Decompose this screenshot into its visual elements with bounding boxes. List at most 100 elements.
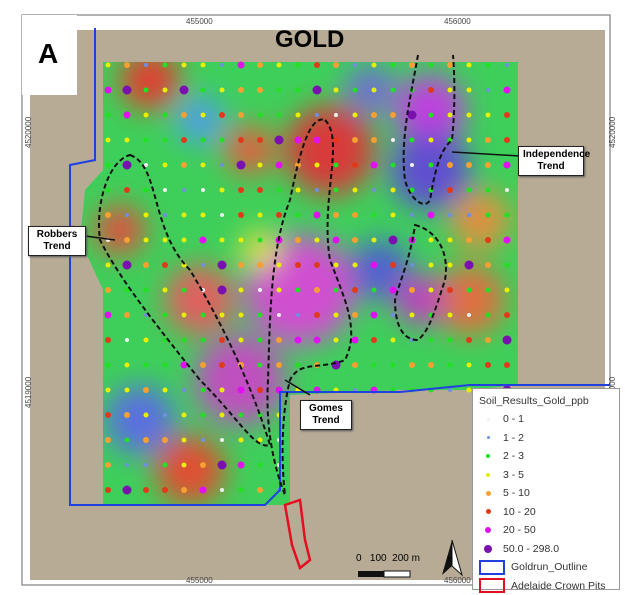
soil-sample-point bbox=[448, 88, 453, 93]
legend-dot-icon bbox=[486, 454, 490, 458]
soil-sample-point bbox=[238, 187, 244, 193]
soil-sample-point bbox=[391, 138, 395, 142]
soil-sample-point bbox=[372, 238, 377, 243]
soil-sample-point bbox=[163, 113, 168, 118]
soil-sample-point bbox=[144, 288, 149, 293]
soil-sample-point bbox=[106, 263, 111, 268]
soil-sample-point bbox=[201, 163, 206, 168]
soil-sample-point bbox=[258, 363, 263, 368]
soil-sample-point bbox=[391, 63, 396, 68]
soil-sample-point bbox=[277, 288, 282, 293]
soil-sample-point bbox=[237, 161, 246, 170]
soil-sample-point bbox=[352, 137, 358, 143]
soil-sample-point bbox=[220, 388, 225, 393]
scale-bar bbox=[358, 571, 410, 577]
soil-sample-point bbox=[163, 313, 168, 318]
soil-sample-point bbox=[123, 86, 132, 95]
soil-sample-point bbox=[201, 88, 206, 93]
soil-sample-point bbox=[371, 112, 377, 118]
soil-sample-point bbox=[123, 161, 132, 170]
soil-sample-point bbox=[200, 487, 207, 494]
soil-sample-point bbox=[106, 363, 111, 368]
legend-label: 50.0 - 298.0 bbox=[503, 543, 559, 555]
soil-sample-point bbox=[372, 188, 376, 192]
soil-sample-point bbox=[296, 288, 301, 293]
soil-sample-point bbox=[257, 137, 263, 143]
soil-sample-point bbox=[352, 362, 358, 368]
soil-sample-point bbox=[448, 113, 453, 118]
soil-sample-point bbox=[201, 338, 206, 343]
heatmap-blob bbox=[285, 105, 375, 195]
heatmap-blob bbox=[225, 125, 275, 175]
legend-dot-icon bbox=[486, 509, 491, 514]
soil-sample-point bbox=[182, 463, 187, 468]
legend-item: 2 - 3 bbox=[473, 447, 619, 466]
heatmap-blob bbox=[165, 265, 235, 335]
soil-sample-point bbox=[257, 487, 263, 493]
legend-dot-icon bbox=[484, 545, 492, 553]
soil-sample-point bbox=[124, 412, 130, 418]
soil-sample-point bbox=[182, 213, 187, 218]
soil-sample-point bbox=[353, 263, 358, 268]
soil-sample-point bbox=[257, 87, 263, 93]
soil-sample-point bbox=[429, 63, 434, 68]
soil-sample-point bbox=[447, 187, 453, 193]
x-tick: 455000 bbox=[186, 17, 213, 26]
soil-sample-point bbox=[163, 388, 168, 393]
legend-label: 20 - 50 bbox=[503, 524, 536, 536]
soil-sample-point bbox=[505, 263, 510, 268]
soil-sample-point bbox=[258, 463, 263, 468]
soil-sample-point bbox=[314, 312, 320, 318]
soil-sample-point bbox=[504, 312, 510, 318]
y-tick: 4519000 bbox=[24, 377, 33, 408]
soil-sample-point bbox=[201, 138, 206, 143]
soil-sample-point bbox=[144, 113, 149, 118]
soil-sample-point bbox=[505, 288, 510, 293]
soil-sample-point bbox=[486, 188, 491, 193]
soil-sample-point bbox=[314, 337, 321, 344]
soil-sample-point bbox=[144, 188, 149, 193]
legend-title: Soil_Results_Gold_ppb bbox=[479, 395, 619, 407]
soil-sample-point bbox=[125, 438, 130, 443]
soil-sample-point bbox=[105, 337, 111, 343]
soil-sample-point bbox=[410, 313, 415, 318]
soil-sample-point bbox=[314, 287, 320, 293]
legend-label: 1 - 2 bbox=[503, 432, 524, 444]
soil-sample-point bbox=[486, 313, 491, 318]
soil-sample-point bbox=[333, 212, 339, 218]
soil-sample-point bbox=[163, 188, 167, 192]
soil-sample-point bbox=[257, 387, 263, 393]
soil-sample-point bbox=[408, 111, 417, 120]
soil-sample-point bbox=[409, 62, 415, 68]
soil-sample-point bbox=[201, 63, 206, 68]
soil-sample-point bbox=[372, 213, 377, 218]
soil-sample-point bbox=[144, 463, 148, 467]
legend-label: 3 - 5 bbox=[503, 469, 524, 481]
soil-sample-point bbox=[467, 363, 472, 368]
soil-sample-point bbox=[295, 337, 302, 344]
soil-sample-point bbox=[258, 213, 263, 218]
soil-sample-point bbox=[371, 337, 377, 343]
soil-sample-point bbox=[181, 362, 188, 369]
soil-sample-point bbox=[391, 363, 396, 368]
soil-sample-point bbox=[239, 313, 244, 318]
soil-sample-point bbox=[239, 338, 244, 343]
soil-sample-point bbox=[277, 63, 282, 68]
soil-sample-point bbox=[485, 262, 491, 268]
soil-sample-point bbox=[277, 113, 282, 118]
soil-sample-point bbox=[258, 238, 263, 243]
soil-sample-point bbox=[296, 63, 301, 68]
soil-sample-point bbox=[410, 263, 414, 267]
legend-item: 50.0 - 298.0 bbox=[473, 540, 619, 559]
soil-sample-point bbox=[105, 437, 111, 443]
soil-sample-point bbox=[201, 413, 206, 418]
legend-label: 10 - 20 bbox=[503, 506, 536, 518]
soil-sample-point bbox=[105, 312, 112, 319]
heatmap-blob bbox=[105, 385, 175, 455]
soil-sample-point bbox=[106, 113, 111, 118]
soil-sample-point bbox=[163, 213, 167, 217]
soil-sample-point bbox=[334, 263, 339, 268]
legend-item: 5 - 10 bbox=[473, 484, 619, 503]
soil-sample-point bbox=[105, 287, 111, 293]
soil-sample-point bbox=[123, 261, 132, 270]
